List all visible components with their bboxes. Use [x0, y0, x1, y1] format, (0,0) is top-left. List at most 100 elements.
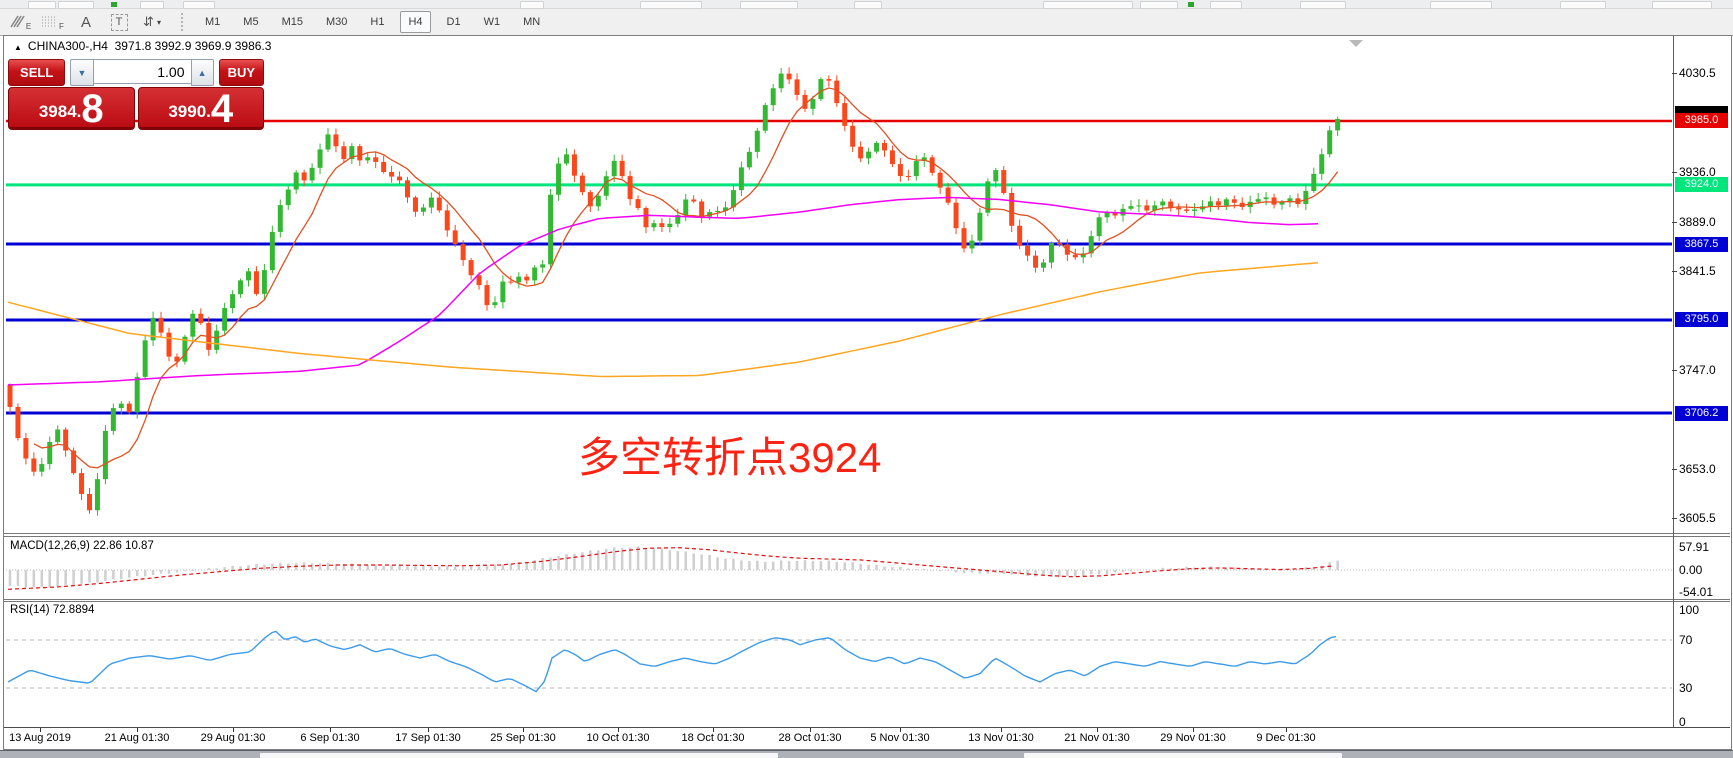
price-tick-dash — [1672, 370, 1677, 372]
timeframe-button-M15[interactable]: M15 — [281, 16, 303, 28]
current-price-marker — [1675, 106, 1728, 114]
collapse-arrow-icon[interactable]: ▲ — [14, 43, 22, 52]
time-tick — [137, 728, 138, 732]
chart-shift-marker[interactable] — [1349, 40, 1363, 47]
date-label: 13 Aug 2019 — [9, 732, 71, 744]
price-line-badge: 3795.0 — [1675, 312, 1728, 328]
sell-button[interactable]: SELL — [8, 59, 66, 86]
panel-separator[interactable] — [4, 601, 1730, 602]
chart-annotation: 多空转折点3924 — [578, 434, 882, 481]
price-line-badge: 3985.0 — [1675, 113, 1728, 129]
volume-decrease-button[interactable]: ▼ — [70, 59, 94, 86]
arrow-style-icon[interactable]: ⇵ ▾ — [143, 14, 161, 29]
date-label: 13 Nov 01:30 — [968, 732, 1034, 744]
ohlc-readout: 3971.8 3992.9 3969.9 3986.3 — [114, 39, 272, 53]
time-tick — [1193, 728, 1194, 732]
time-tick — [713, 728, 714, 732]
buy-price-display[interactable]: 3990. 4 — [137, 87, 264, 130]
timeframe-button-M5[interactable]: M5 — [243, 16, 259, 28]
cutoff-button-fragment — [1430, 1, 1492, 9]
date-label: 25 Sep 01:30 — [490, 732, 556, 744]
cutoff-button-fragment — [1300, 1, 1346, 9]
cutoff-green-fragment — [111, 2, 117, 7]
price-tick-label: 3936.0 — [1679, 165, 1716, 180]
cutoff-button-fragment — [1140, 1, 1178, 9]
trade-panel: SELL ▼ ▲ BUY 3984.8 3990.4 — [8, 59, 265, 130]
price-tick-dash — [1672, 271, 1677, 273]
time-tick — [1001, 728, 1002, 732]
timeframe-button-D1[interactable]: D1 — [446, 16, 461, 28]
macd-scale-label: 57.91 — [1679, 540, 1710, 554]
time-tick — [900, 728, 901, 732]
cutoff-taskbar — [0, 750, 1733, 758]
price-tick-label: 3889.0 — [1679, 214, 1716, 229]
price-tick-dash — [1672, 468, 1677, 470]
time-tick — [523, 728, 524, 732]
volume-input[interactable] — [93, 59, 191, 84]
panel-separator[interactable] — [4, 536, 1730, 537]
timeframe-button-M30[interactable]: M30 — [325, 16, 348, 28]
chevron-down-icon: ▾ — [156, 17, 161, 27]
date-label: 21 Aug 01:30 — [104, 732, 170, 744]
price-tick-label: 3841.5 — [1679, 264, 1716, 279]
timeframe-button-M1[interactable]: M1 — [205, 16, 221, 28]
timeframe-button-H1[interactable]: H1 — [370, 16, 385, 28]
cutoff-button-fragment — [640, 1, 702, 9]
chart-title: ▲ CHINA300-,H4 3971.8 3992.9 3969.9 3986.… — [14, 39, 271, 53]
price-tick-dash — [1672, 518, 1677, 520]
date-label: 17 Sep 01:30 — [395, 732, 461, 744]
timeframe-button-MN[interactable]: MN — [523, 16, 541, 28]
timeframe-button-H4[interactable]: H4 — [400, 11, 431, 33]
price-tick-label: 3747.0 — [1679, 363, 1716, 378]
date-label: 6 Sep 01:30 — [300, 732, 360, 744]
time-axis-line — [4, 727, 1730, 728]
price-axis-line — [1673, 36, 1674, 727]
date-label: 10 Oct 01:30 — [586, 732, 650, 744]
taskbar-fragment — [1024, 753, 1342, 758]
volume-increase-button[interactable]: ▲ — [190, 59, 214, 86]
price-tick-label: 4030.5 — [1679, 66, 1716, 81]
time-tick — [1097, 728, 1098, 732]
time-tick — [1286, 728, 1287, 732]
indicators-icon[interactable]: E — [7, 11, 33, 33]
date-label: 28 Oct 01:30 — [778, 732, 842, 744]
taskbar-fragment — [260, 753, 778, 758]
cutoff-button-fragment — [28, 1, 56, 9]
cutoff-button-fragment — [183, 1, 215, 9]
price-tick-dash — [1672, 73, 1677, 75]
sell-price-display[interactable]: 3984. 8 — [8, 87, 135, 130]
price-tick-dash — [1672, 172, 1677, 174]
rsi-scale-label: 0 — [1679, 715, 1686, 729]
cutoff-button-fragment — [854, 1, 882, 9]
price-line-badge: 3867.5 — [1675, 236, 1728, 252]
text-label-icon[interactable]: A — [80, 13, 91, 31]
rsi-scale-label: 70 — [1679, 633, 1693, 647]
date-label: 29 Nov 01:30 — [1160, 732, 1226, 744]
time-tick — [810, 728, 811, 732]
rsi-label: RSI(14) 72.8894 — [10, 604, 95, 616]
macd-scale-label: 0.00 — [1679, 563, 1703, 577]
date-label: 21 Nov 01:30 — [1064, 732, 1130, 744]
rsi-scale-label: 30 — [1679, 681, 1693, 695]
cutoff-button-fragment — [740, 1, 798, 9]
toolbar-separator — [181, 13, 183, 31]
panel-separator[interactable] — [4, 533, 1730, 534]
cutoff-toolbar-row — [0, 0, 1733, 9]
panel-separator[interactable] — [4, 599, 1730, 600]
date-label: 18 Oct 01:30 — [681, 732, 745, 744]
cutoff-button-fragment — [1043, 1, 1133, 9]
cutoff-button-fragment — [1652, 1, 1712, 9]
grid-icon[interactable]: F — [42, 16, 64, 31]
timeframe-group: M1 M5 M15 M30 H1 H4 D1 W1 MN — [189, 11, 547, 33]
macd-label: MACD(12,26,9) 22.86 10.87 — [10, 540, 154, 552]
price-line-badge: 3706.2 — [1675, 405, 1728, 421]
textbox-icon[interactable]: T — [106, 11, 132, 33]
price-tick-label: 3605.5 — [1679, 511, 1716, 526]
price-line-badge: 3924.0 — [1675, 177, 1728, 193]
time-tick — [428, 728, 429, 732]
timeframe-button-W1[interactable]: W1 — [483, 16, 501, 28]
macd-scale-label: -54.01 — [1679, 585, 1714, 599]
symbol-label: CHINA300-,H4 — [27, 39, 108, 53]
buy-button[interactable]: BUY — [218, 59, 265, 86]
